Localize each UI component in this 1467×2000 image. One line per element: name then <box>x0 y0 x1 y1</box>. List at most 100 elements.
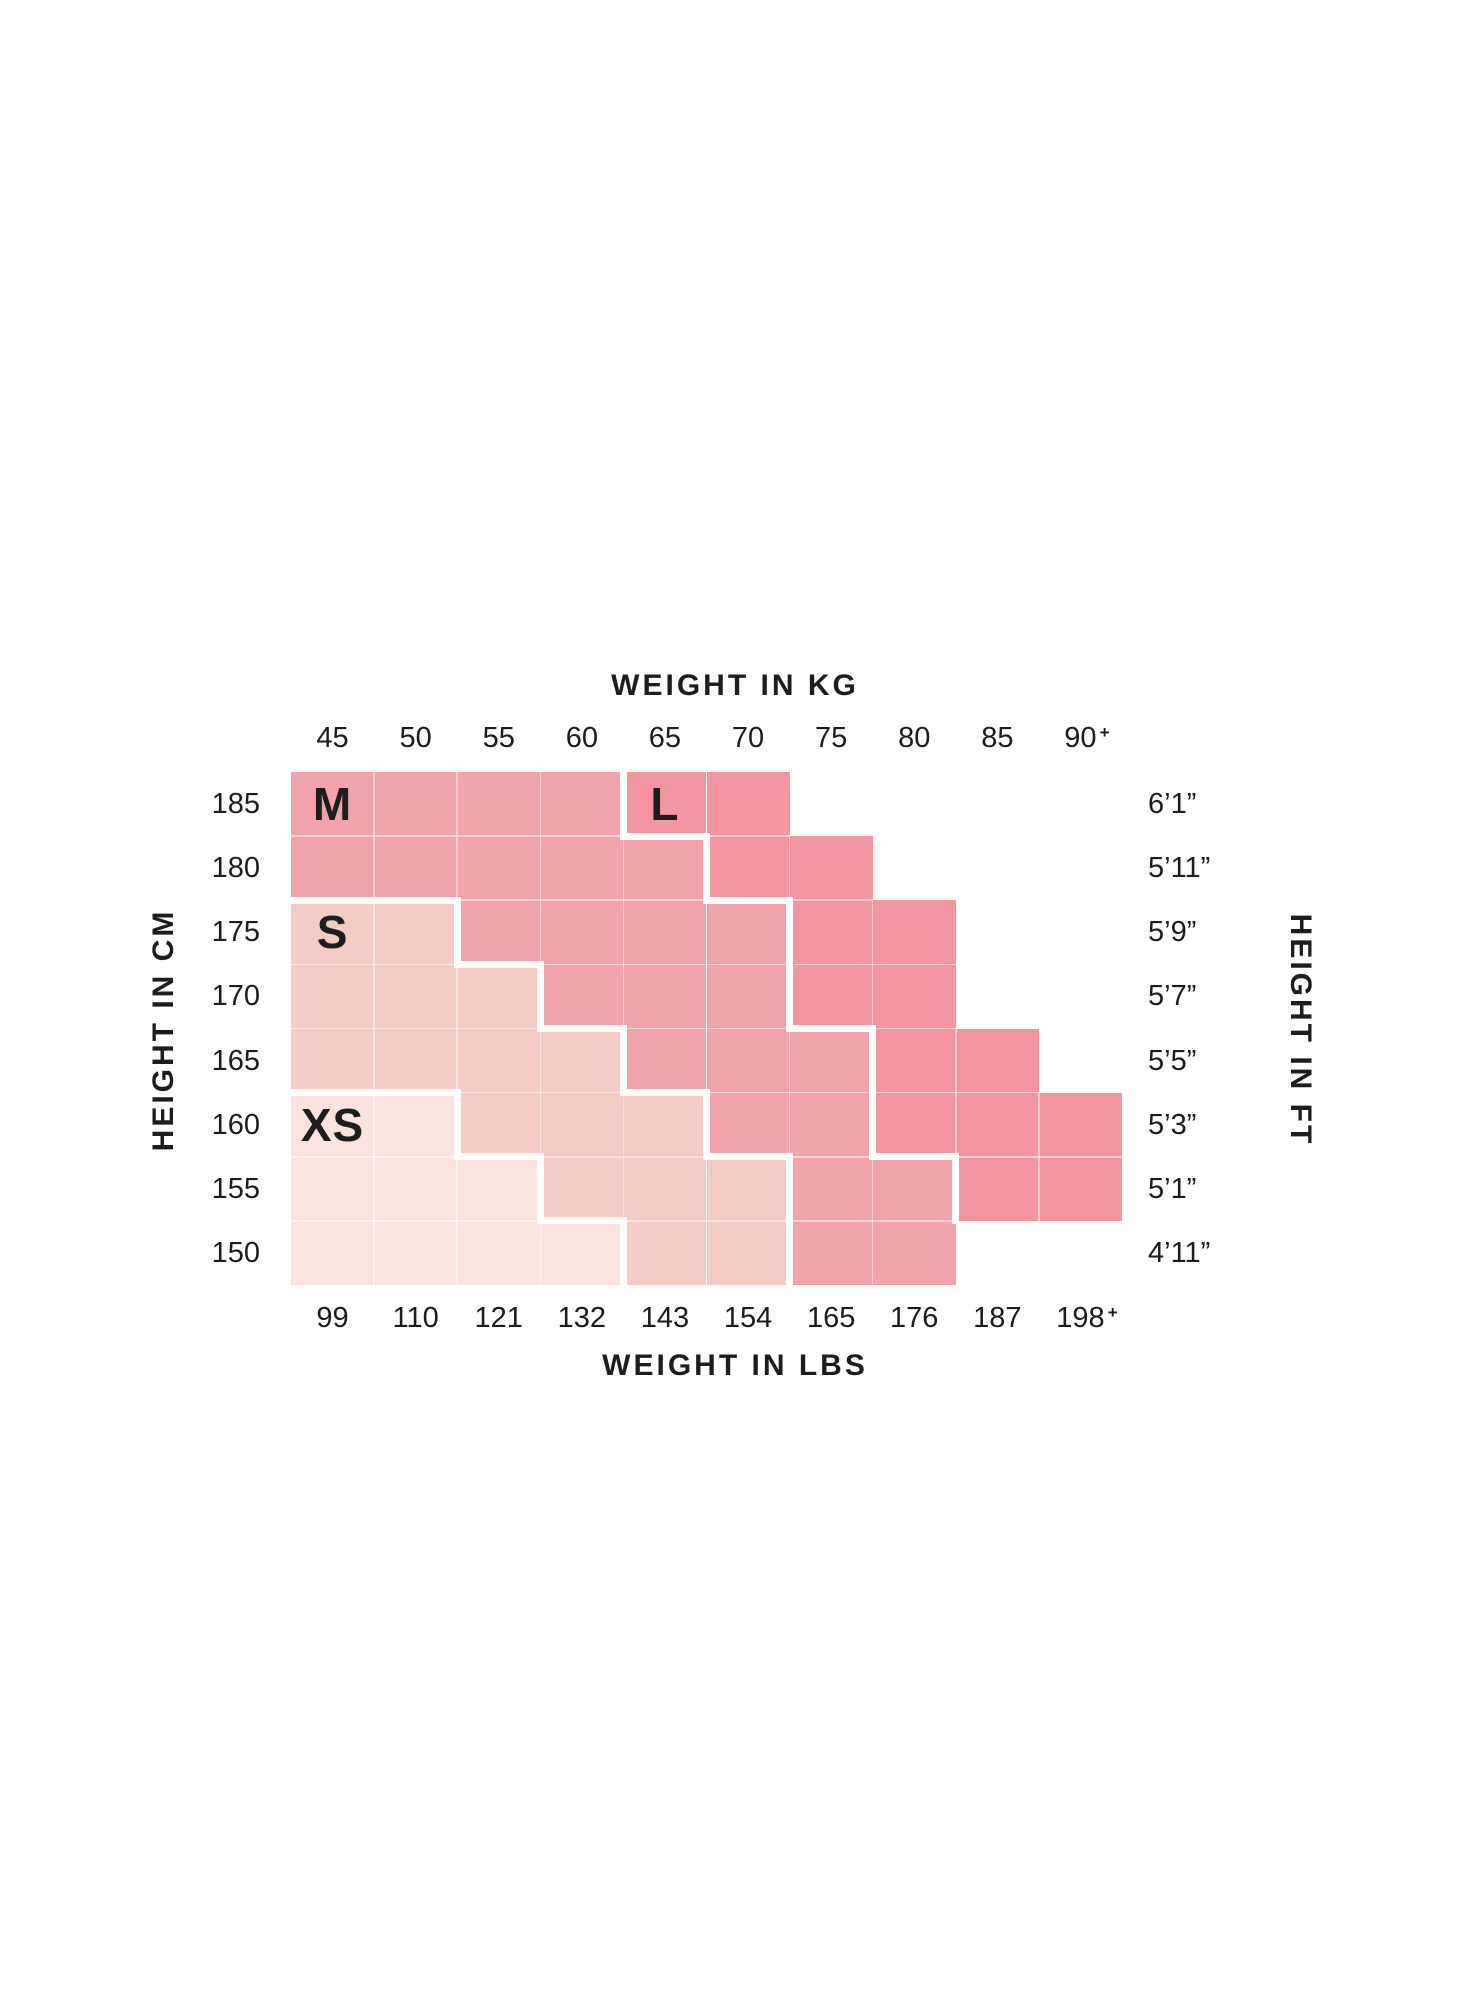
grid-cell <box>291 772 375 837</box>
region-gap <box>619 1089 710 1097</box>
grid-cell <box>623 836 707 901</box>
region-gap <box>287 896 378 904</box>
cell-hairline <box>456 964 458 1029</box>
cell-hairline <box>789 963 873 966</box>
cell-hairline <box>872 963 956 966</box>
grid-cell <box>540 772 624 837</box>
grid-cell <box>872 1092 956 1157</box>
cell-hairline <box>291 1027 375 1030</box>
cell-hairline <box>457 899 541 902</box>
size-label-m: M <box>312 778 353 831</box>
grid-cell <box>789 1156 873 1221</box>
grid-cell <box>291 900 375 965</box>
kg-tick-value: 45 <box>316 722 349 754</box>
cell-hairline <box>789 1155 873 1158</box>
cell-hairline <box>706 835 790 837</box>
cell-hairline <box>705 1156 708 1221</box>
grid-cell <box>623 1092 707 1157</box>
cell-hairline <box>540 1155 624 1158</box>
kg-tick-value: 85 <box>981 722 1014 754</box>
cell-hairline <box>623 1220 707 1222</box>
cell-hairline <box>871 900 874 965</box>
cm-tick: 150 <box>0 1238 260 1268</box>
cm-tick: 160 <box>0 1110 260 1140</box>
region-gap <box>619 1217 627 1289</box>
cell-hairline <box>788 1092 791 1157</box>
cell-hairline <box>374 963 458 966</box>
cell-hairline <box>457 1027 541 1030</box>
region-gap <box>287 1089 378 1097</box>
region-gap <box>453 1153 544 1161</box>
cell-hairline <box>871 1156 874 1221</box>
lbs-tick-value: 110 <box>392 1302 439 1334</box>
region-gap <box>952 1153 960 1225</box>
region-gap <box>536 1025 627 1032</box>
cell-hairline <box>788 1028 791 1093</box>
kg-tick-value: 75 <box>815 722 848 754</box>
cm-tick: 155 <box>0 1174 260 1204</box>
grid-cell <box>374 1028 458 1093</box>
cell-hairline <box>457 1220 541 1222</box>
region-gap <box>370 896 461 904</box>
ft-tick: 5’9” <box>1148 917 1196 947</box>
cm-tick-value: 175 <box>211 916 260 949</box>
region-gap <box>786 1025 877 1032</box>
grid-cell <box>955 1028 1039 1093</box>
ft-tick-value: 5’9” <box>1148 916 1197 949</box>
grid-cell <box>623 964 707 1029</box>
lbs-tick: 110 <box>393 1303 439 1333</box>
kg-tick-value: 80 <box>898 722 931 754</box>
grid-cell <box>540 900 624 965</box>
region-gap <box>453 960 544 968</box>
cell-hairline <box>457 835 541 837</box>
kg-tick: 80 <box>898 723 930 753</box>
cell-hairline <box>456 772 458 837</box>
grid-cell <box>374 964 458 1029</box>
region-gap <box>869 1089 877 1161</box>
cell-hairline <box>373 1092 375 1157</box>
cell-hairline <box>374 1220 458 1222</box>
lbs-tick-value: 187 <box>973 1302 1022 1334</box>
lbs-tick: 154 <box>724 1303 772 1333</box>
cm-tick-value: 160 <box>211 1108 260 1141</box>
grid-cell <box>291 1220 375 1285</box>
cell-hairline <box>872 1027 956 1030</box>
lbs-tick: 143 <box>641 1303 689 1333</box>
cm-tick: 165 <box>0 1046 260 1076</box>
kg-tick: 75 <box>815 723 847 753</box>
grid-cell <box>706 1028 790 1093</box>
cell-hairline <box>788 836 791 901</box>
grid-cell <box>457 1156 541 1221</box>
grid-cell <box>706 1092 790 1157</box>
region-gap <box>619 1025 627 1097</box>
cell-hairline <box>622 900 625 965</box>
cell-hairline <box>373 964 375 1029</box>
cell-hairline <box>955 1028 957 1093</box>
grid-cell <box>789 1092 873 1157</box>
kg-tick: 60 <box>566 723 598 753</box>
cell-hairline <box>706 1027 790 1030</box>
region-gap <box>703 832 710 904</box>
cell-hairline <box>374 1027 458 1030</box>
cell-hairline <box>539 772 542 837</box>
grid-cell <box>789 1028 873 1093</box>
kg-tick: 85 <box>981 723 1013 753</box>
cell-hairline <box>706 1091 790 1094</box>
cell-hairline <box>623 899 707 902</box>
cm-tick: 180 <box>0 853 260 883</box>
cell-hairline <box>373 836 375 901</box>
lbs-tick-value: 198 + <box>1056 1302 1117 1334</box>
height-cm-axis-title: HEIGHT IN CM <box>147 908 180 1152</box>
region-gap <box>536 1153 544 1225</box>
cell-hairline <box>622 836 625 901</box>
cm-tick: 185 <box>0 789 260 819</box>
cell-hairline <box>540 899 624 902</box>
cell-hairline <box>291 1155 375 1158</box>
cell-hairline <box>539 836 542 901</box>
grid-cell <box>291 1028 375 1093</box>
kg-tick: 50 <box>400 723 432 753</box>
cell-hairline <box>872 1091 956 1094</box>
cell-hairline <box>706 1220 790 1222</box>
size-label-xs: XS <box>300 1098 365 1151</box>
grid-cell <box>623 1220 707 1285</box>
